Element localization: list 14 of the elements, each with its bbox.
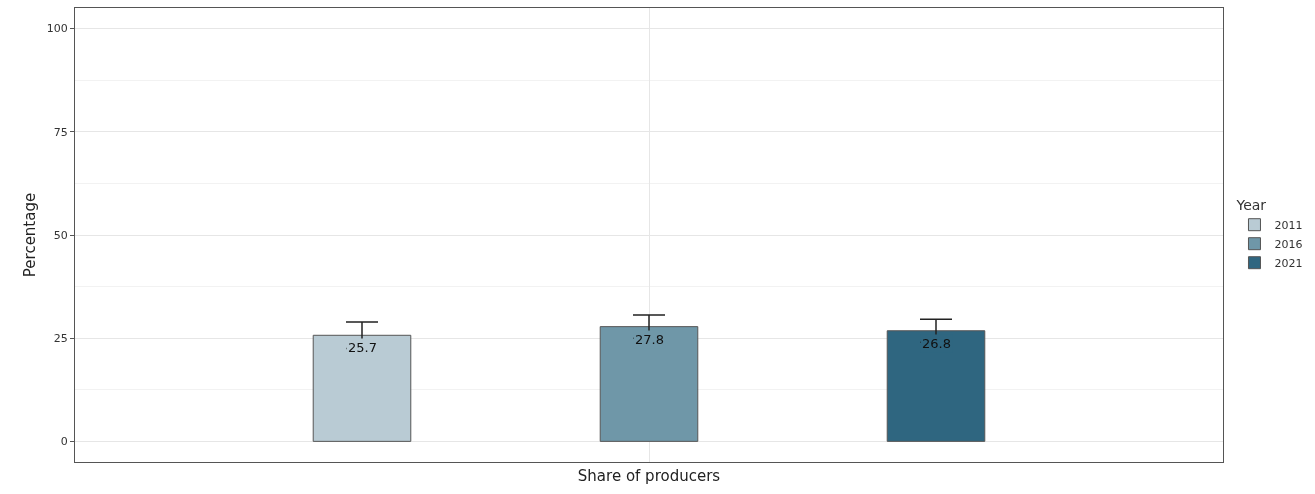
y-tick-label: 25 (53, 332, 68, 346)
y-tick-label: 100 (46, 22, 68, 36)
data-label: 26.8 (922, 336, 951, 351)
legend-label: 2016 (1274, 237, 1303, 251)
y-tick-label: 50 (53, 228, 68, 242)
data-label: 25.7 (348, 340, 377, 355)
y-tick-label: 75 (53, 125, 68, 139)
legend-title: Year (1235, 197, 1267, 214)
x-tick-label: Share of producers (577, 467, 721, 485)
y-tick-label: 0 (60, 435, 68, 449)
legend-label: 2021 (1274, 256, 1303, 270)
data-label: 27.8 (635, 332, 664, 347)
legend-label: 2011 (1274, 218, 1303, 232)
y-axis-title: Percentage (21, 192, 39, 278)
